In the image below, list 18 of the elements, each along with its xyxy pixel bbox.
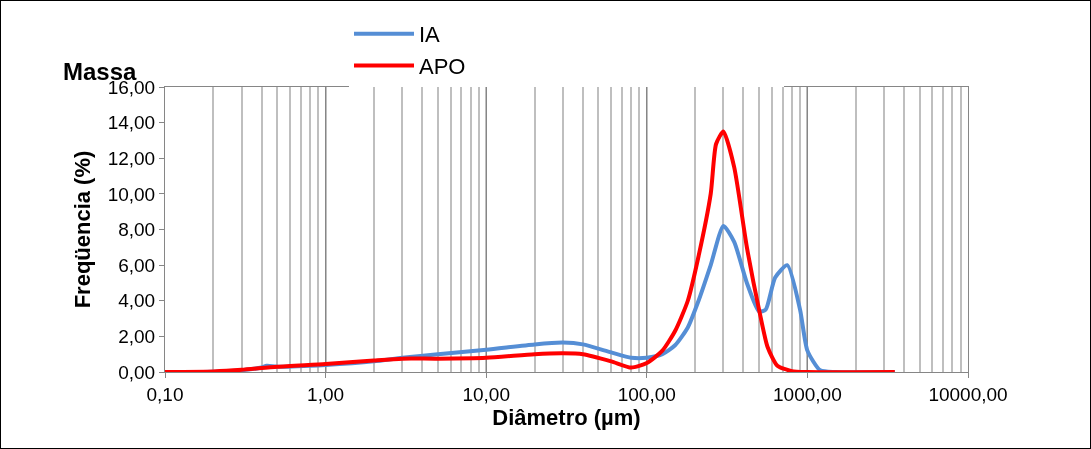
legend-label: IA — [419, 22, 441, 48]
x-tick-label: 10000,00 — [928, 383, 1008, 405]
y-tick-label: 0,00 — [118, 361, 156, 383]
y-tick-label: 10,00 — [107, 183, 156, 205]
x-tick-label: 1000,00 — [773, 383, 842, 405]
legend-label: APO — [419, 53, 466, 79]
y-tick-label: 12,00 — [107, 147, 156, 169]
x-tick-label: 100,00 — [617, 383, 676, 405]
y-tick-label: 14,00 — [107, 112, 156, 134]
y-tick-label: 4,00 — [118, 290, 156, 312]
y-tick-label: 6,00 — [118, 254, 156, 276]
x-axis-title: Diâmetro (µm) — [492, 404, 641, 430]
y-axis-title: Freqüencia (%) — [70, 150, 96, 309]
y-tick-label: 2,00 — [118, 326, 156, 348]
x-tick-label: 0,10 — [146, 383, 184, 405]
x-tick-label: 10,00 — [462, 383, 510, 405]
y-tick-label: 8,00 — [118, 219, 156, 241]
x-tick-label: 1,00 — [307, 383, 345, 405]
